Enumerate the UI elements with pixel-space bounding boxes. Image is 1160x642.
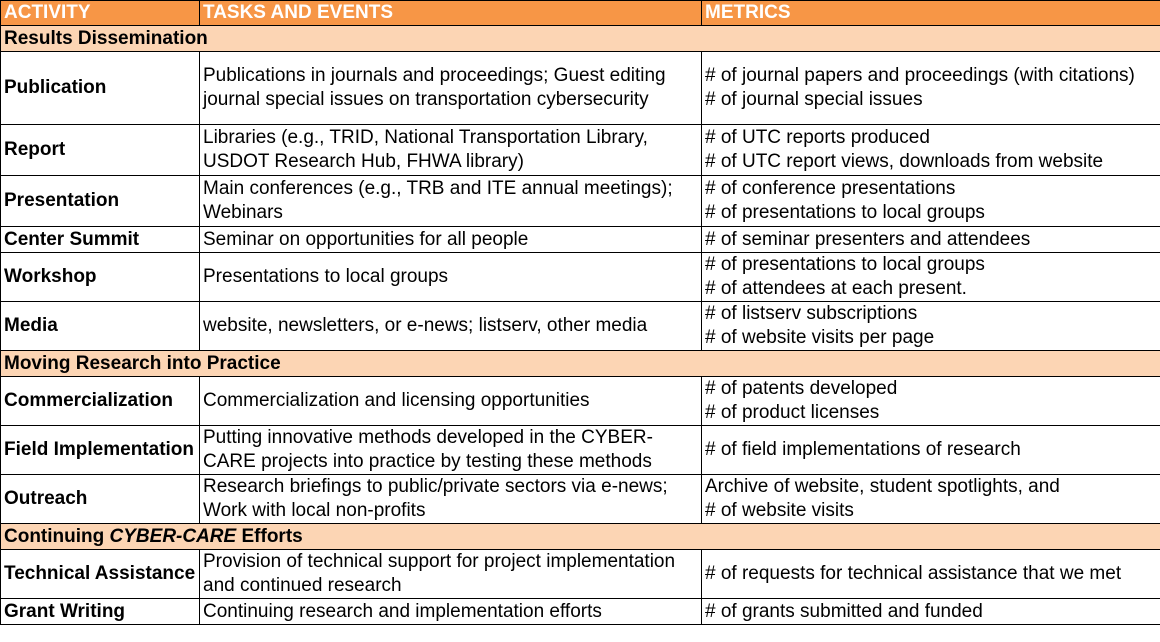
activity-cell: Grant Writing — [0, 598, 200, 625]
metric-line: # of patents developed — [705, 378, 898, 399]
activity-cell: Media — [0, 301, 200, 351]
tasks-cell: Research briefings to public/private sec… — [199, 474, 702, 524]
metrics-cell: # of presentations to local groups # of … — [701, 252, 1160, 302]
activity-cell: Outreach — [0, 474, 200, 524]
table-row: Presentation Main conferences (e.g., TRB… — [0, 175, 1160, 227]
metric-line: # of conference presentations — [705, 178, 956, 199]
metrics-cell: # of conference presentations # of prese… — [701, 175, 1160, 227]
section-title: Results Dissemination — [0, 25, 1160, 52]
table-row: Publication Publications in journals and… — [0, 51, 1160, 125]
tasks-cell: Presentations to local groups — [199, 252, 702, 302]
metrics-cell: # of UTC reports produced # of UTC repor… — [701, 124, 1160, 176]
tasks-cell: Main conferences (e.g., TRB and ITE annu… — [199, 175, 702, 227]
metric-line: # of website visits per page — [705, 327, 935, 348]
activity-cell: Presentation — [0, 175, 200, 227]
section-title-prefix: Continuing — [4, 525, 110, 547]
tasks-cell: Libraries (e.g., TRID, National Transpor… — [199, 124, 702, 176]
metric-line: # of field implementations of research — [705, 439, 1021, 460]
metric-line: # of journal papers and proceedings (wit… — [705, 65, 1135, 86]
activity-cell: Workshop — [0, 252, 200, 302]
metric-line: # of requests for technical assistance t… — [705, 563, 1122, 584]
tasks-cell: Commercialization and licensing opportun… — [199, 376, 702, 426]
activity-cell: Commercialization — [0, 376, 200, 426]
metrics-cell: # of listserv subscriptions # of website… — [701, 301, 1160, 351]
activity-cell: Technical Assistance — [0, 549, 200, 599]
activity-cell: Report — [0, 124, 200, 176]
section-title: Moving Research into Practice — [0, 350, 1160, 377]
tasks-cell: Putting innovative methods developed in … — [199, 425, 702, 475]
tasks-cell: Continuing research and implementation e… — [199, 598, 702, 625]
metric-line: # of website visits — [705, 500, 854, 521]
metrics-cell: # of patents developed # of product lice… — [701, 376, 1160, 426]
section-title-emphasis: CYBER-CARE — [109, 525, 237, 547]
metric-line: Archive of website, student spotlights, … — [705, 476, 1060, 497]
table-row: Technical Assistance Provision of techni… — [0, 549, 1160, 599]
metrics-cell: # of grants submitted and funded — [701, 598, 1160, 625]
header-activity: ACTIVITY — [0, 0, 200, 26]
section-title: Continuing CYBER-CARE Efforts — [0, 523, 1160, 550]
tasks-cell: Provision of technical support for proje… — [199, 549, 702, 599]
section-row: Results Dissemination — [0, 25, 1160, 52]
tasks-cell: Publications in journals and proceedings… — [199, 51, 702, 125]
section-row: Continuing CYBER-CARE Efforts — [0, 523, 1160, 550]
table-row: Outreach Research briefings to public/pr… — [0, 474, 1160, 524]
table-row: Commercialization Commercialization and … — [0, 376, 1160, 426]
metric-line: # of presentations to local groups — [705, 254, 985, 275]
metric-line: # of presentations to local groups — [705, 202, 985, 223]
table-row: Workshop Presentations to local groups #… — [0, 252, 1160, 302]
activity-cell: Field Implementation — [0, 425, 200, 475]
activity-cell: Publication — [0, 51, 200, 125]
table-row: Media website, newsletters, or e-news; l… — [0, 301, 1160, 351]
metric-line: # of UTC report views, downloads from we… — [705, 151, 1104, 172]
section-row: Moving Research into Practice — [0, 350, 1160, 377]
activity-cell: Center Summit — [0, 226, 200, 253]
metrics-cell: # of seminar presenters and attendees — [701, 226, 1160, 253]
metric-line: # of listserv subscriptions — [705, 303, 918, 324]
header-tasks: TASKS AND EVENTS — [199, 0, 702, 26]
table-row: Grant Writing Continuing research and im… — [0, 598, 1160, 625]
section-title-suffix: Efforts — [236, 525, 303, 547]
tasks-cell: Seminar on opportunities for all people — [199, 226, 702, 253]
table-row: Center Summit Seminar on opportunities f… — [0, 226, 1160, 253]
tasks-cell: website, newsletters, or e-news; listser… — [199, 301, 702, 351]
metric-line: # of attendees at each present. — [705, 278, 967, 299]
metric-line: # of journal special issues — [705, 89, 923, 110]
metrics-cell: # of journal papers and proceedings (wit… — [701, 51, 1160, 125]
metric-line: # of grants submitted and funded — [705, 600, 983, 622]
header-row: ACTIVITY TASKS AND EVENTS METRICS — [0, 0, 1160, 26]
table-row: Field Implementation Putting innovative … — [0, 425, 1160, 475]
table-row: Report Libraries (e.g., TRID, National T… — [0, 124, 1160, 176]
metric-line: # of seminar presenters and attendees — [705, 228, 1031, 250]
metrics-cell: Archive of website, student spotlights, … — [701, 474, 1160, 524]
metrics-cell: # of field implementations of research — [701, 425, 1160, 475]
metric-line: # of UTC reports produced — [705, 127, 930, 148]
metrics-cell: # of requests for technical assistance t… — [701, 549, 1160, 599]
metric-line: # of product licenses — [705, 402, 880, 423]
metrics-table: ACTIVITY TASKS AND EVENTS METRICS Result… — [0, 0, 1160, 625]
header-metrics: METRICS — [701, 0, 1160, 26]
